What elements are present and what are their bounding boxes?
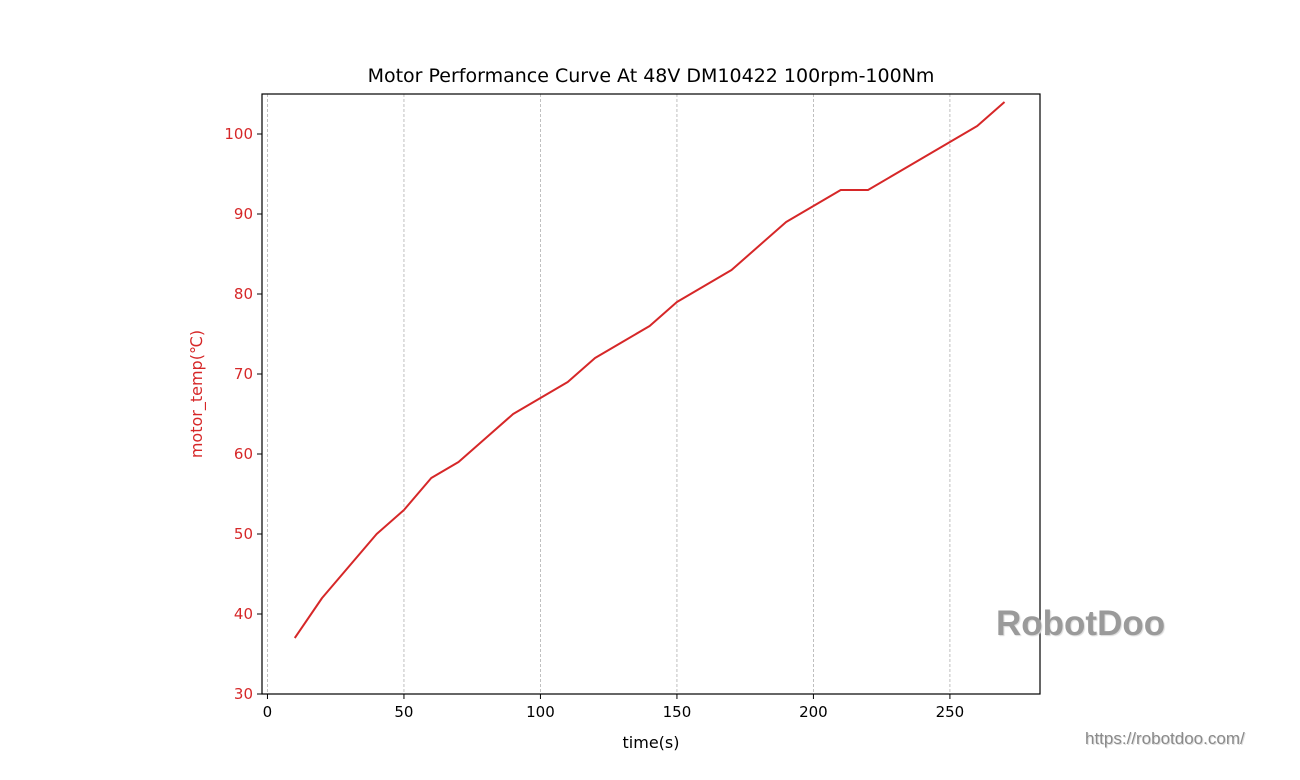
y-tick-label-30: 30 <box>234 685 253 703</box>
x-tick-label-100: 100 <box>526 703 555 721</box>
x-tick-label-150: 150 <box>663 703 692 721</box>
chart-title: Motor Performance Curve At 48V DM10422 1… <box>368 65 935 87</box>
x-tick-label-50: 50 <box>394 703 413 721</box>
series-line <box>293 101 1006 639</box>
y-axis-label: motor_temp(℃) <box>187 330 207 458</box>
x-tick-label-0: 0 <box>263 703 273 721</box>
x-axis-label: time(s) <box>623 733 680 752</box>
y-tick-label-70: 70 <box>234 365 253 383</box>
watermark-logo: RobotDoo <box>996 604 1166 643</box>
y-tick-label-100: 100 <box>224 125 253 143</box>
plot-frame <box>261 93 1041 695</box>
y-tick-label-90: 90 <box>234 205 253 223</box>
y-tick-label-80: 80 <box>234 285 253 303</box>
x-tick-label-250: 250 <box>936 703 965 721</box>
y-tick-label-60: 60 <box>234 445 253 463</box>
y-tick-label-50: 50 <box>234 525 253 543</box>
x-tick-label-200: 200 <box>799 703 828 721</box>
watermark-url: https://robotdoo.com/ <box>1085 729 1245 748</box>
y-tick-label-40: 40 <box>234 605 253 623</box>
